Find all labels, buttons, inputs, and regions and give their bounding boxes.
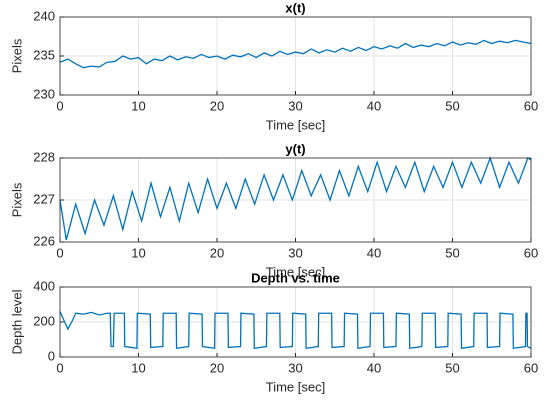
axes-box: [59, 157, 532, 243]
x-tick-label: 40: [367, 245, 381, 260]
x-tick-label: 0: [56, 98, 63, 113]
x-tick-label: 30: [288, 360, 302, 375]
x-tick-label: 40: [367, 360, 381, 375]
x-axis-label: Time [sec]: [266, 264, 325, 279]
x-tick-label: 40: [367, 98, 381, 113]
y-tick-label: 226: [33, 233, 55, 248]
y-tick-label: 227: [33, 191, 55, 206]
y-axis-label: Pixels: [9, 182, 24, 217]
x-tick-label: 20: [210, 360, 224, 375]
chart-title: x(t): [285, 0, 305, 15]
y-tick-label: 228: [33, 149, 55, 164]
y-tick-label: 240: [33, 8, 55, 23]
data-line: [59, 311, 532, 349]
x-tick-label: 30: [288, 245, 302, 260]
x-tick-label: 60: [524, 245, 538, 260]
y-axis-label: Pixels: [9, 38, 24, 73]
y-tick-label: 400: [33, 278, 55, 293]
x-tick-label: 20: [210, 98, 224, 113]
x-tick-label: 0: [56, 245, 63, 260]
x-axis-label: Time [sec]: [266, 117, 325, 132]
data-line: [59, 156, 532, 241]
axes-box: [59, 286, 532, 358]
x-tick-label: 10: [131, 245, 145, 260]
y-tick-label: 0: [48, 348, 55, 363]
x-tick-label: 60: [524, 360, 538, 375]
y-axis-label: Depth level: [9, 289, 24, 354]
x-tick-label: 20: [210, 245, 224, 260]
x-tick-label: 10: [131, 98, 145, 113]
chart-title: Depth vs. time: [251, 270, 340, 285]
x-tick-label: 50: [445, 98, 459, 113]
chart-title: y(t): [285, 141, 305, 156]
x-tick-label: 50: [445, 360, 459, 375]
x-axis-label: Time [sec]: [266, 379, 325, 394]
x-tick-label: 50: [445, 245, 459, 260]
axes-box: [59, 16, 532, 96]
x-tick-label: 60: [524, 98, 538, 113]
y-tick-label: 235: [33, 47, 55, 62]
y-tick-label: 200: [33, 313, 55, 328]
x-tick-label: 10: [131, 360, 145, 375]
x-tick-label: 0: [56, 360, 63, 375]
y-tick-label: 230: [33, 86, 55, 101]
x-tick-label: 30: [288, 98, 302, 113]
data-line: [59, 39, 532, 69]
